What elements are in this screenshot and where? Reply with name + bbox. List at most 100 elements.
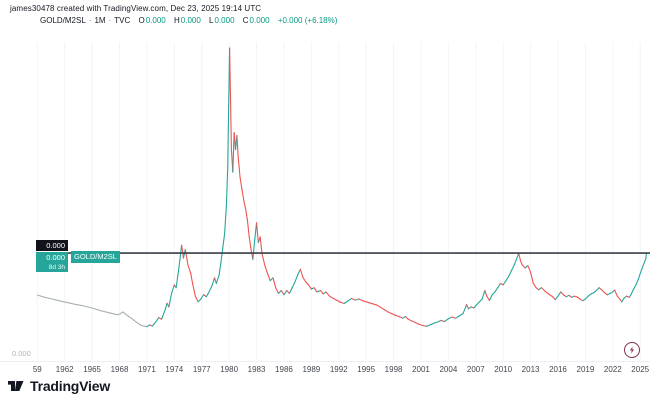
price-series-segment: [86, 306, 93, 309]
price-series-segment: [211, 277, 216, 287]
price-series-segment: [641, 263, 645, 270]
price-series-segment: [584, 295, 589, 300]
ohlc-low: L0.000: [209, 16, 235, 25]
price-series-segment: [484, 289, 488, 297]
price-series-segment: [505, 275, 510, 282]
tradingview-logo-icon: [8, 381, 24, 391]
price-series-segment: [291, 281, 296, 289]
price-series-segment: [171, 284, 175, 294]
price-series-segment: [411, 320, 417, 324]
price-series-segment: [151, 320, 157, 327]
price-series-segment: [181, 244, 185, 259]
price-series-segment: [462, 304, 468, 315]
price-series-segment: [433, 321, 438, 324]
price-series-segment: [203, 294, 207, 298]
price-series-segment: [190, 273, 194, 285]
price-series-segment: [229, 98, 232, 151]
horizontal-line-price-label: 0.000: [36, 240, 68, 251]
price-series-segment: [447, 316, 453, 320]
price-series-segment: [275, 287, 280, 294]
price-series-segment: [222, 233, 226, 249]
tradingview-logo-link[interactable]: TradingView: [8, 378, 110, 394]
price-series-segment: [200, 294, 205, 300]
price-series-segment: [488, 294, 493, 301]
price-series-segment: [229, 47, 232, 100]
price-series-segment: [557, 291, 562, 297]
price-series-segment: [387, 311, 393, 315]
x-axis-label: 2001: [412, 365, 430, 374]
price-chart-canvas[interactable]: [0, 0, 650, 375]
price-series-segment: [125, 313, 130, 318]
price-series-segment: [160, 309, 166, 320]
price-series-segment: [343, 300, 349, 305]
price-series-segment: [621, 297, 625, 303]
symbol-description: GOLD/M2SL · 1M · TVC: [40, 16, 131, 25]
price-series-segment: [444, 318, 449, 323]
price-series-segment: [237, 157, 241, 179]
price-series-segment: [455, 315, 460, 319]
price-series-segment: [68, 302, 75, 305]
price-series-segment: [628, 293, 632, 298]
price-series-segment: [266, 273, 271, 282]
bar-close-countdown: 8d 3h: [48, 264, 65, 271]
price-series-segment: [175, 267, 180, 289]
price-series-segment: [225, 165, 229, 207]
price-series-segment: [429, 322, 435, 326]
x-axis-label: 2013: [521, 365, 540, 374]
price-series-segment: [64, 301, 70, 304]
price-series-segment: [372, 303, 378, 306]
x-axis-label: 1992: [329, 365, 348, 374]
x-axis-label: 1971: [138, 365, 156, 374]
price-series-segment: [122, 311, 127, 316]
price-series-segment: [164, 302, 168, 311]
current-price-label: 0.000 8d 3h: [36, 252, 68, 272]
time-axis[interactable]: 59 1962 1965 1968 1971 1974 1977 1980 1983 1986 19…: [0, 361, 650, 375]
x-axis-label: 1983: [247, 365, 266, 374]
price-series-segment: [44, 296, 49, 299]
price-series-segment: [473, 304, 478, 309]
price-line-symbol-tag: GOLD/M2SL: [71, 251, 120, 263]
price-series-segment: [414, 322, 420, 325]
price-series-segment: [365, 301, 371, 304]
price-series-segment: [264, 264, 269, 275]
price-series-segment: [623, 295, 628, 299]
price-series-segment: [184, 249, 189, 266]
lightning-circle-icon[interactable]: [624, 342, 640, 358]
price-series-segment: [109, 312, 115, 315]
price-series-segment: [369, 302, 375, 305]
price-series-segment: [313, 287, 318, 293]
price-series-segment: [418, 323, 424, 327]
x-axis-label: 1977: [192, 365, 211, 374]
price-series-segment: [297, 268, 301, 276]
x-axis-label: 1986: [275, 365, 293, 374]
price-series-segment: [538, 287, 543, 291]
price-series-segment: [551, 296, 556, 301]
price-series-segment: [59, 300, 66, 303]
price-series-segment: [227, 103, 230, 167]
price-series-segment: [568, 294, 573, 298]
symbol-info-row: GOLD/M2SL · 1M · TVC O0.000 H0.000 L0.000 C0…: [40, 16, 338, 25]
price-series-segment: [458, 313, 464, 317]
price-series-segment: [598, 287, 603, 291]
x-axis-label: 1995: [357, 365, 376, 374]
price-series-segment: [218, 261, 222, 276]
price-series-segment: [36, 294, 42, 297]
price-series-segment: [272, 277, 277, 289]
price-series-segment: [478, 298, 483, 303]
price-series-segment: [336, 299, 342, 303]
price-series-segment: [636, 278, 639, 285]
price-series-segment: [383, 309, 389, 313]
price-series-segment: [521, 264, 526, 269]
x-axis-label: 1974: [165, 365, 184, 374]
price-series-segment: [254, 222, 258, 241]
price-series-segment: [82, 305, 89, 308]
price-series-segment: [497, 282, 501, 289]
price-series-segment: [239, 177, 243, 190]
price-series-segment: [194, 295, 199, 303]
price-series-segment: [354, 298, 360, 301]
price-series-segment: [535, 287, 540, 291]
price-series-segment: [502, 280, 507, 286]
price-series-segment: [140, 324, 146, 327]
x-axis-label: 1965: [83, 365, 102, 374]
